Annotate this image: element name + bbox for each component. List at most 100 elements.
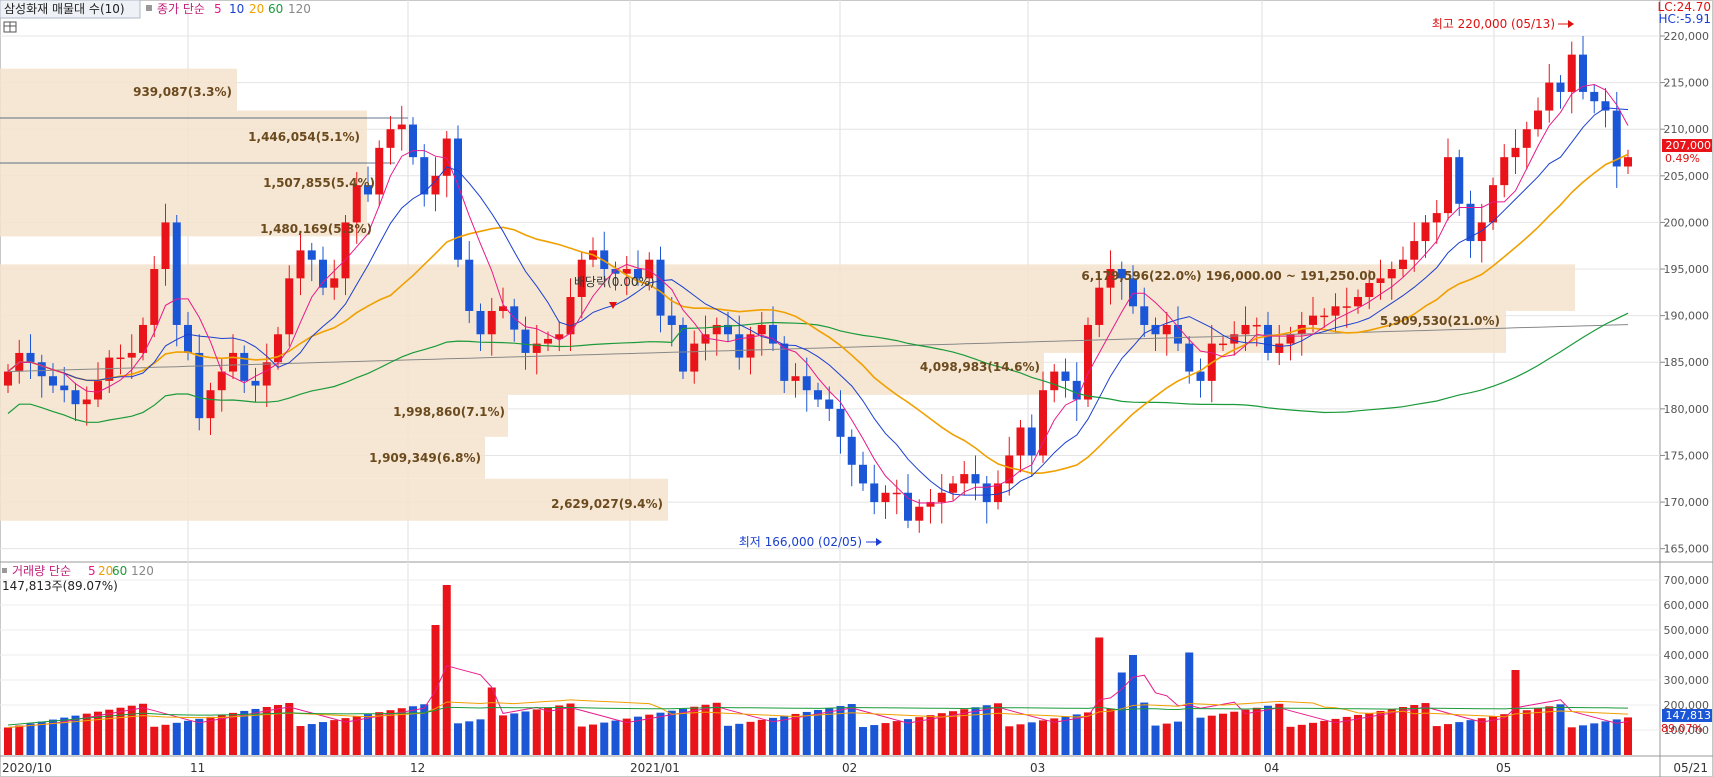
candle-body	[139, 324, 147, 353]
x-axis-label: 11	[190, 761, 205, 775]
volume-bar	[960, 709, 969, 755]
candle-body	[161, 222, 170, 270]
candle-body	[1342, 306, 1351, 308]
volume-bar	[1162, 723, 1171, 755]
volume-bar	[1207, 715, 1216, 755]
volume-bar	[397, 708, 406, 755]
candle-body	[184, 324, 192, 353]
volume-bar	[1455, 722, 1464, 755]
volume-bar	[982, 705, 991, 755]
volume-bar	[589, 724, 597, 755]
candle-body	[982, 483, 991, 503]
current-volume-tag	[1662, 709, 1712, 722]
volume-bar	[1489, 716, 1497, 755]
volume-bar	[352, 716, 361, 755]
current-volume-value: 147,813	[1666, 709, 1712, 722]
volume-bar	[847, 704, 856, 755]
price-ma-period: 5	[214, 2, 222, 16]
candle-body	[1432, 213, 1441, 223]
candle-body	[1117, 269, 1126, 279]
volume-bar	[49, 719, 57, 755]
candle-body	[262, 362, 271, 386]
candle-body	[1579, 54, 1587, 92]
volume-bar	[791, 713, 800, 755]
candle-body	[127, 352, 136, 358]
x-axis-label: 2021/01	[630, 761, 680, 775]
candle-body	[319, 259, 327, 288]
candle-body	[1387, 269, 1396, 279]
price-ma-period: 120	[288, 2, 311, 16]
volume-bar	[544, 707, 552, 755]
candle-body	[386, 129, 395, 148]
volume-profile-label: 939,087(3.3%)	[133, 85, 232, 99]
candle-body	[544, 338, 552, 344]
volume-bar	[94, 711, 102, 755]
volume-bar	[364, 714, 372, 755]
volume-bars	[4, 585, 1632, 755]
volume-bar	[1410, 705, 1419, 755]
volume-bar	[1061, 716, 1070, 755]
candle-body	[1162, 324, 1171, 335]
legend-marker-icon	[2, 568, 7, 573]
volume-tick-label: 100,000	[1664, 724, 1710, 737]
candle-body	[847, 436, 856, 465]
candle-body	[465, 259, 474, 311]
volume-bar	[1264, 705, 1272, 755]
lc-label: LC:24.70	[1658, 0, 1711, 14]
volume-bar	[139, 703, 147, 755]
candle-body	[1129, 278, 1137, 307]
dividend-marker-icon	[609, 302, 617, 309]
x-axis-label: 02	[842, 761, 857, 775]
candle-body	[667, 315, 676, 325]
volume-profile-bar	[0, 68, 237, 111]
volume-bar	[1590, 723, 1599, 755]
volume-profile-label: 5,909,530(21.0%)	[1380, 314, 1500, 328]
volume-bar	[1342, 716, 1351, 755]
volume-bar	[712, 702, 721, 755]
price-tick-label: 190,000	[1664, 310, 1710, 323]
candle-body	[1534, 110, 1542, 130]
candle-body	[1151, 324, 1160, 335]
volume-bar	[442, 585, 451, 755]
x-axis-label: 05	[1496, 761, 1511, 775]
volume-bar	[622, 718, 631, 755]
candle-body	[1309, 315, 1317, 325]
volume-bar	[892, 721, 901, 755]
volume-bar	[1331, 718, 1340, 755]
volume-bar	[971, 707, 980, 755]
price-tick-label: 205,000	[1664, 170, 1710, 183]
candle-body	[274, 334, 282, 363]
candle-body	[499, 306, 507, 311]
volume-bar	[1421, 703, 1430, 755]
candle-body	[1444, 157, 1452, 214]
candle-body	[1264, 324, 1272, 353]
candle-body	[971, 474, 980, 484]
candle-body	[4, 371, 12, 386]
candle-body	[994, 483, 1002, 503]
volume-bar	[1466, 720, 1475, 755]
candle-body	[476, 310, 485, 335]
candle-body	[1612, 110, 1621, 167]
volume-tick-label: 200,000	[1664, 699, 1710, 712]
volume-bar	[814, 709, 822, 755]
candle-body	[1601, 101, 1610, 111]
legend-marker-icon	[146, 5, 152, 11]
candle-body	[1084, 324, 1092, 400]
candle-body	[825, 399, 834, 409]
volume-bar	[319, 722, 327, 755]
candle-body	[870, 483, 879, 503]
price-tick-label: 210,000	[1664, 123, 1710, 136]
volume-bar	[330, 720, 339, 755]
candle-body	[634, 269, 642, 279]
stock-name-box[interactable]	[0, 0, 141, 19]
volume-bar	[1354, 714, 1362, 755]
candle-body	[1477, 222, 1486, 242]
volume-bar	[296, 726, 305, 755]
candle-body	[904, 492, 912, 521]
volume-bar	[161, 724, 170, 755]
price-tick-label: 215,000	[1664, 77, 1710, 90]
candle-body	[679, 324, 687, 372]
volume-bar	[690, 706, 699, 755]
volume-bar	[60, 717, 69, 755]
